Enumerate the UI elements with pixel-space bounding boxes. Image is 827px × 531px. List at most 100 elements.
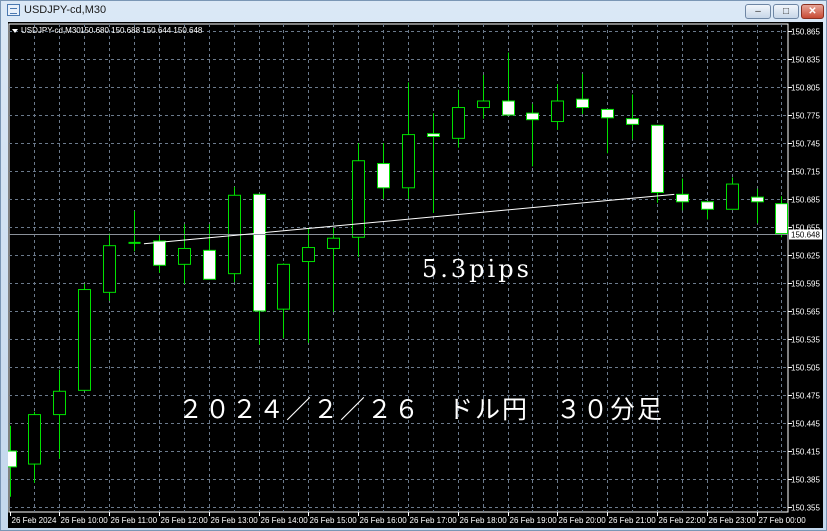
candle-body bbox=[377, 163, 390, 189]
price-label: 150.625 bbox=[791, 252, 820, 261]
price-label: 150.655 bbox=[791, 224, 820, 233]
candle-body bbox=[277, 263, 290, 310]
price-label: 150.535 bbox=[791, 336, 820, 345]
price-label: 150.355 bbox=[791, 504, 820, 513]
candle bbox=[526, 103, 539, 167]
candle-body bbox=[751, 196, 764, 203]
candle bbox=[103, 233, 116, 301]
price-label: 150.385 bbox=[791, 476, 820, 485]
candle bbox=[377, 143, 390, 199]
pips-annotation: 5.3pips bbox=[422, 255, 532, 283]
candle bbox=[402, 82, 415, 199]
price-label: 150.865 bbox=[791, 28, 820, 37]
candle bbox=[253, 193, 266, 345]
candle bbox=[651, 124, 664, 203]
candle bbox=[327, 227, 340, 312]
candle bbox=[477, 74, 490, 119]
candle-body bbox=[576, 98, 589, 109]
time-label: 26 Feb 2024 bbox=[12, 516, 57, 525]
candle bbox=[203, 224, 216, 280]
price-chart[interactable]: USDJPY-cd,M30 150.680 150.688 150.644 15… bbox=[8, 22, 823, 528]
time-label: 26 Feb 13:00 bbox=[211, 516, 259, 525]
close-button[interactable]: ✕ bbox=[801, 4, 824, 19]
plot-frame bbox=[8, 23, 789, 513]
candle-body bbox=[502, 100, 515, 116]
triangle-down-icon[interactable] bbox=[12, 29, 18, 33]
candle-body bbox=[153, 240, 166, 266]
candle-body bbox=[526, 112, 539, 121]
time-label: 26 Feb 12:00 bbox=[161, 516, 209, 525]
time-label: 27 Feb 00:00 bbox=[759, 516, 807, 525]
price-label: 150.835 bbox=[791, 56, 820, 65]
chart-ohlc-values: 150.680 150.688 150.644 150.648 bbox=[80, 26, 203, 35]
candle bbox=[626, 94, 639, 140]
candle bbox=[775, 196, 788, 238]
candle-body bbox=[103, 245, 116, 293]
time-label: 26 Feb 21:00 bbox=[609, 516, 657, 525]
time-label: 26 Feb 22:00 bbox=[659, 516, 707, 525]
maximize-button[interactable]: □ bbox=[773, 4, 799, 19]
time-label: 26 Feb 20:00 bbox=[559, 516, 607, 525]
candle bbox=[302, 227, 315, 343]
time-label: 26 Feb 10:00 bbox=[61, 516, 109, 525]
price-label: 150.595 bbox=[791, 280, 820, 289]
chart-window-icon bbox=[7, 4, 20, 16]
candle-body bbox=[775, 203, 788, 235]
price-label: 150.565 bbox=[791, 308, 820, 317]
candle bbox=[277, 263, 290, 339]
candle bbox=[427, 113, 440, 213]
candle bbox=[78, 283, 91, 391]
price-label: 150.745 bbox=[791, 140, 820, 149]
candle-body bbox=[701, 201, 714, 210]
candle bbox=[551, 84, 564, 130]
price-label: 150.775 bbox=[791, 112, 820, 121]
candle-body bbox=[402, 134, 415, 189]
time-label: 26 Feb 19:00 bbox=[510, 516, 558, 525]
candle-body bbox=[626, 118, 639, 125]
candle bbox=[128, 211, 141, 252]
time-label: 26 Feb 17:00 bbox=[410, 516, 458, 525]
candles bbox=[8, 52, 788, 497]
candle bbox=[701, 201, 714, 220]
price-label: 150.475 bbox=[791, 392, 820, 401]
minimize-button[interactable]: – bbox=[745, 4, 771, 19]
time-axis: 26 Feb 2024 26 Feb 10:00 26 Feb 11:00 26 Fe… bbox=[10, 512, 807, 525]
price-axis: 150.865 150.835 150.805 150.775 150.745 150.7… bbox=[788, 28, 822, 513]
price-label: 150.505 bbox=[791, 364, 820, 373]
price-label: 150.415 bbox=[791, 448, 820, 457]
current-price-label: 150.648 bbox=[791, 231, 820, 240]
candle-body bbox=[601, 108, 614, 119]
current-price-box bbox=[789, 229, 822, 240]
time-label: 26 Feb 16:00 bbox=[360, 516, 408, 525]
candle bbox=[8, 425, 17, 497]
candle-body bbox=[477, 100, 490, 109]
title-bar[interactable]: USDJPY-cd,M30 – □ ✕ bbox=[1, 1, 826, 22]
grid bbox=[8, 23, 789, 513]
candle bbox=[352, 143, 365, 257]
candle bbox=[576, 73, 589, 115]
price-label: 150.445 bbox=[791, 420, 820, 429]
candle bbox=[726, 177, 739, 210]
candle-body bbox=[452, 107, 465, 139]
chart-canvas[interactable]: USDJPY-cd,M30 150.680 150.688 150.644 15… bbox=[8, 22, 823, 528]
time-label: 26 Feb 15:00 bbox=[310, 516, 358, 525]
candle bbox=[601, 108, 614, 154]
time-label: 26 Feb 23:00 bbox=[709, 516, 757, 525]
time-label: 26 Feb 18:00 bbox=[460, 516, 508, 525]
candle-body bbox=[8, 450, 17, 468]
candle-body bbox=[726, 183, 739, 210]
candle bbox=[502, 52, 515, 116]
candle-body bbox=[53, 390, 66, 416]
candle-body bbox=[253, 193, 266, 312]
time-label: 26 Feb 14:00 bbox=[261, 516, 309, 525]
candle-body bbox=[78, 289, 91, 391]
candle bbox=[53, 369, 66, 459]
candle bbox=[178, 224, 191, 284]
price-label: 150.715 bbox=[791, 168, 820, 177]
candle-body bbox=[302, 247, 315, 263]
candle bbox=[751, 188, 764, 224]
candle-body bbox=[676, 193, 689, 203]
trendline bbox=[143, 193, 675, 245]
price-label: 150.805 bbox=[791, 84, 820, 93]
